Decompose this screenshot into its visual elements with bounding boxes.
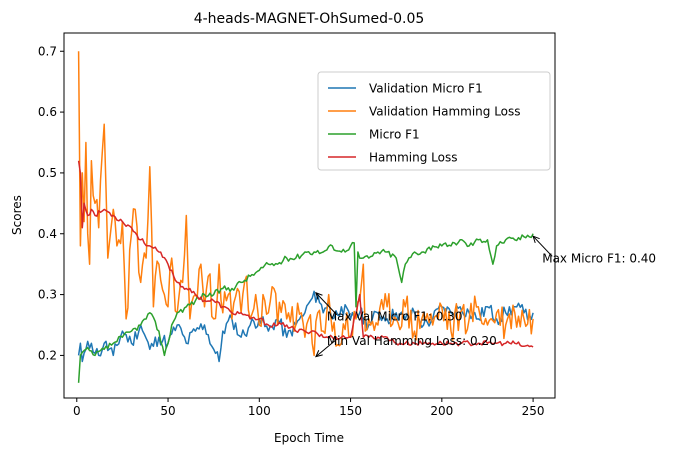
legend: Validation Micro F1 Validation Hamming Lo… <box>317 71 551 171</box>
annotation-arrowhead <box>532 235 540 244</box>
x-tick-label: 100 <box>248 404 271 418</box>
legend-entry: Hamming Loss <box>369 151 457 165</box>
annotation-label: Min Val Hamming Loss: 0.20 <box>327 334 497 348</box>
annotation-label: Max Micro F1: 0.40 <box>542 251 656 265</box>
x-axis-label: Epoch Time <box>274 431 344 445</box>
annotations: Max Micro F1: 0.40 Max Val Micro F1: 0.30… <box>315 235 656 358</box>
axes-frame <box>63 32 556 399</box>
annotation-arrow <box>315 292 338 316</box>
y-tick-label: 0.2 <box>38 348 57 362</box>
series-line-micro-f1 <box>77 233 534 383</box>
chart-title: 4-heads-MAGNET-OhSumed-0.05 <box>194 11 425 27</box>
series-layer <box>77 51 534 383</box>
y-tick-label: 0.6 <box>38 105 57 119</box>
annotation-arrow <box>315 338 338 358</box>
x-tick-label: 0 <box>73 404 81 418</box>
y-tick-label: 0.7 <box>38 44 57 58</box>
y-axis-label: Scores <box>10 195 24 235</box>
series-line-hamming-loss <box>77 160 534 348</box>
legend-box <box>317 71 551 171</box>
y-tick-label: 0.3 <box>38 288 57 302</box>
series-line-validation-hamming-loss <box>77 51 534 357</box>
x-tick-label: 200 <box>430 404 453 418</box>
x-tick-label: 50 <box>160 404 175 418</box>
annotation-arrowhead <box>315 291 323 300</box>
x-tick-label: 150 <box>339 404 362 418</box>
y-axis-ticks: 0.2 0.3 0.4 0.5 0.6 0.7 <box>38 44 64 362</box>
legend-entry: Validation Hamming Loss <box>369 105 521 119</box>
annotation-label: Max Val Micro F1: 0.30 <box>327 310 463 324</box>
annotation-arrowhead <box>315 350 323 358</box>
y-tick-label: 0.5 <box>38 166 57 180</box>
legend-entry: Micro F1 <box>369 128 420 142</box>
x-axis-ticks: 0 50 100 150 200 250 <box>73 398 545 418</box>
y-tick-label: 0.4 <box>38 227 57 241</box>
annotation-arrow <box>532 235 553 257</box>
x-tick-label: 250 <box>522 404 545 418</box>
legend-entry: Validation Micro F1 <box>369 82 483 96</box>
